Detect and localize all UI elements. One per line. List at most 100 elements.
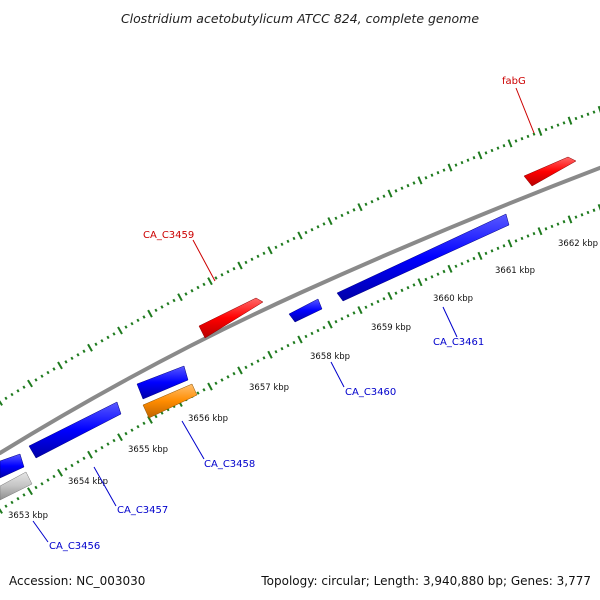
upper-ring-tick (46, 370, 50, 375)
lower-ring-tick (544, 227, 548, 231)
gene-label-CA_C3456[interactable]: CA_C3456 (49, 541, 100, 552)
lower-ring-tick (406, 285, 410, 290)
gene-fabG[interactable] (523, 156, 577, 187)
upper-ring-tick (490, 148, 494, 153)
gene-label-CA_C3460[interactable]: CA_C3460 (345, 387, 396, 398)
lower-ring-tick (112, 438, 116, 443)
upper-ring-tick (597, 105, 600, 114)
upper-ring-tick (76, 353, 80, 357)
lower-ring-tick (586, 210, 590, 215)
upper-ring-tick (177, 293, 183, 302)
lower-ring-tick (532, 231, 536, 236)
upper-ring-tick (520, 137, 524, 141)
lower-ring-tick (466, 259, 470, 263)
gene-label-CA_C3457[interactable]: CA_C3457 (117, 505, 168, 516)
lower-ring-tick (376, 299, 380, 304)
lower-ring-tick (310, 331, 314, 336)
lower-ring-tick (40, 482, 44, 486)
leader-CA_C3457 (93, 466, 117, 507)
tick-label-3654: 3654 kbp (68, 477, 108, 487)
upper-ring-tick (387, 189, 393, 198)
lower-ring-tick (292, 340, 296, 345)
upper-ring-tick (567, 116, 573, 125)
lower-ring-tick (370, 302, 374, 307)
lower-ring-tick (286, 343, 290, 348)
lower-ring-tick (0, 508, 3, 514)
lower-ring-tick (117, 433, 123, 442)
lower-ring-tick (484, 251, 488, 256)
upper-ring-tick (256, 254, 260, 259)
lower-ring-tick (460, 261, 464, 266)
map-title: Clostridium acetobutylicum ATCC 824, com… (121, 11, 479, 26)
upper-ring-tick (70, 356, 74, 361)
upper-ring-tick (196, 285, 200, 290)
upper-ring-tick (172, 298, 176, 303)
upper-ring-tick (580, 114, 584, 119)
tick-label-3660: 3660 kbp (433, 294, 473, 304)
lower-ring-tick (256, 359, 260, 363)
gene-label-fabG[interactable]: fabG (502, 76, 526, 87)
upper-ring-tick (27, 379, 33, 388)
upper-ring-tick (436, 171, 440, 175)
lower-ring-tick (357, 306, 363, 315)
upper-ring-tick (112, 332, 116, 336)
upper-ring-tick (136, 318, 140, 323)
upper-ring-tick (16, 389, 20, 393)
upper-ring-tick (4, 396, 8, 401)
upper-ring-tick (550, 125, 554, 129)
gene-label-CA_C3458[interactable]: CA_C3458 (204, 459, 255, 470)
lower-ring-tick (100, 445, 104, 450)
upper-ring-tick (370, 199, 374, 204)
leader-fabG (515, 87, 535, 134)
upper-ring-tick (417, 176, 423, 185)
upper-ring-tick (460, 160, 464, 165)
upper-ring-tick (556, 123, 560, 127)
upper-ring-tick (586, 112, 590, 116)
lower-ring-tick (154, 414, 158, 419)
gene-CA_C3461[interactable] (336, 213, 510, 302)
lower-ring-tick (87, 450, 93, 459)
upper-ring-tick (57, 361, 63, 370)
lower-ring-tick (106, 442, 110, 446)
lower-ring-tick (472, 256, 476, 261)
upper-ring-tick (394, 189, 398, 193)
gene-CA_C3459[interactable] (198, 297, 264, 339)
upper-ring-tick (280, 242, 284, 247)
lower-ring-tick (352, 311, 356, 315)
upper-ring-tick (250, 257, 254, 262)
tick-label-3656: 3656 kbp (188, 414, 228, 424)
gene-CA_C3460[interactable] (288, 298, 323, 323)
gene-CA_C3456[interactable] (0, 453, 25, 479)
upper-ring-tick (502, 144, 506, 148)
upper-ring-tick (430, 173, 434, 177)
upper-ring-tick (52, 367, 56, 371)
upper-ring-tick (574, 116, 578, 121)
gene-grey-partial[interactable] (0, 471, 33, 501)
lower-ring-tick (207, 382, 213, 391)
lower-ring-tick (447, 264, 453, 273)
upper-ring-tick (304, 230, 308, 235)
lower-ring-tick (550, 224, 554, 229)
lower-ring-tick (442, 269, 446, 274)
upper-ring-tick (292, 236, 296, 241)
upper-ring-tick (376, 197, 380, 201)
lower-ring-tick (220, 378, 224, 382)
gene-CA_C3458-blue[interactable] (136, 365, 189, 400)
tick-label-3653: 3653 kbp (8, 511, 48, 521)
upper-ring-tick (117, 326, 123, 335)
lower-ring-tick (496, 246, 500, 250)
gene-label-CA_C3461[interactable]: CA_C3461 (433, 337, 484, 348)
upper-ring-tick (154, 308, 158, 313)
gene-CA_C3457[interactable] (28, 401, 122, 459)
gene-label-CA_C3459[interactable]: CA_C3459 (143, 230, 194, 241)
lower-ring-tick (64, 467, 68, 471)
upper-ring-tick (466, 158, 470, 162)
upper-ring-tick (327, 217, 333, 226)
upper-ring-tick (202, 282, 206, 287)
lower-ring-tick (10, 500, 14, 505)
upper-ring-tick (286, 239, 290, 244)
upper-ring-tick (166, 301, 170, 306)
gene-CA_C3458[interactable] (142, 383, 198, 419)
lower-ring-tick (16, 496, 20, 501)
